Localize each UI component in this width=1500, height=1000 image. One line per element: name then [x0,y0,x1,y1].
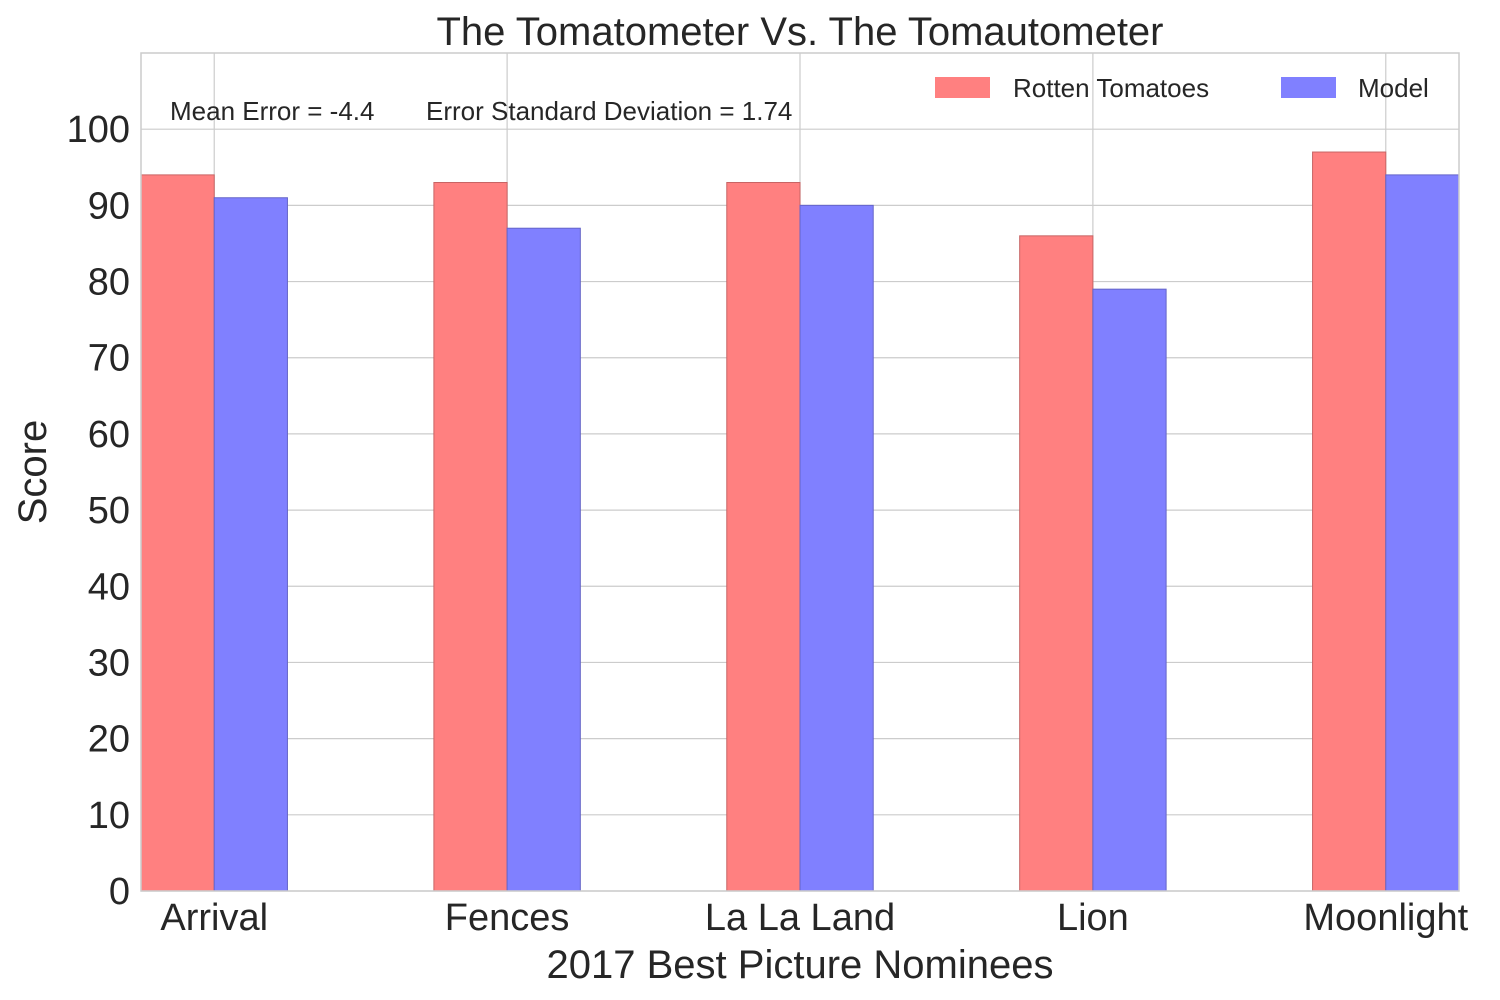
x-tick-label: Fences [445,897,570,939]
y-tick-label: 90 [88,185,130,227]
plot-frame [140,52,1460,892]
bar-rotten-tomatoes [1019,235,1094,892]
y-tick-label: 10 [88,795,130,837]
bar-model [213,197,288,892]
bar-rotten-tomatoes [140,174,215,892]
bar-rotten-tomatoes [433,182,508,892]
bar-model [799,204,874,892]
y-tick-label: 50 [88,490,130,532]
y-tick-label: 60 [88,414,130,456]
y-tick-label: 70 [88,338,130,380]
x-tick-label: Lion [1057,897,1129,939]
chart-title: The Tomatometer Vs. The Tomautometer [436,10,1163,54]
bar-rotten-tomatoes [1312,151,1387,892]
bars-layer [140,151,1460,892]
x-axis-label: 2017 Best Picture Nominees [547,943,1054,987]
x-ticks: Arrival Fences La La Land Lion Moonlight [160,897,1468,939]
y-tick-label: 20 [88,719,130,761]
legend-swatch-model [1281,77,1336,98]
mean-error-annotation: Mean Error = -4.4 [170,96,374,126]
legend: Rotten Tomatoes Model [935,73,1429,103]
bar-model [506,227,581,892]
legend-swatch-rotten-tomatoes [935,77,990,98]
std-dev-annotation: Error Standard Deviation = 1.74 [426,96,792,126]
legend-label-rotten-tomatoes: Rotten Tomatoes [1013,73,1209,103]
x-tick-label: La La Land [705,897,895,939]
x-tick-label: Arrival [160,897,268,939]
y-tick-label: 80 [88,262,130,304]
legend-label-model: Model [1358,73,1429,103]
bar-model [1385,174,1460,892]
bar-model [1092,288,1167,892]
y-tick-label: 100 [67,109,130,151]
bar-rotten-tomatoes [726,182,801,892]
y-tick-label: 40 [88,566,130,608]
x-tick-label: Moonlight [1303,897,1468,939]
y-axis-label: Score [11,420,55,525]
y-tick-label: 30 [88,642,130,684]
y-tick-label: 0 [109,871,130,913]
y-ticks: 0 10 20 30 40 50 60 70 80 90 100 [67,109,130,913]
